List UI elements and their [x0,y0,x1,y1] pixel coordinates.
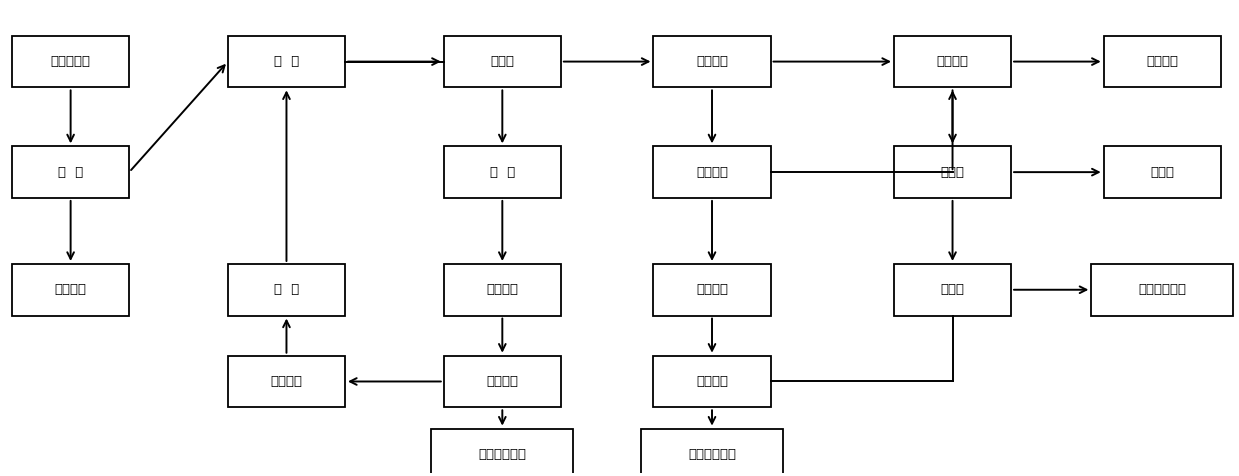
Bar [653,356,771,407]
Text: 去放射性: 去放射性 [696,283,729,296]
Bar [228,356,344,407]
Bar [895,146,1011,198]
Text: 碑分解: 碑分解 [491,55,514,68]
Bar [228,264,344,316]
Text: 独居石精矿: 独居石精矿 [51,55,90,68]
Text: 盐酸全溶: 盐酸全溶 [937,55,969,68]
Text: 蕲发结晶: 蕲发结晶 [270,375,302,388]
Text: 氢氧化酁产品: 氢氧化酁产品 [1139,283,1186,296]
Bar [12,146,129,198]
Text: 除  杂: 除 杂 [489,166,515,178]
Bar [228,36,344,88]
Text: 磨  浸: 磨 浸 [274,55,299,68]
Text: 固液分离: 固液分离 [696,375,729,388]
Text: 酁提取: 酁提取 [940,283,964,296]
Bar [653,264,771,316]
Bar [1104,146,1220,198]
Bar [653,36,771,88]
Text: 铀产品: 铀产品 [1150,166,1175,178]
Text: 蕲发结晶: 蕲发结晶 [487,283,518,296]
Bar [895,36,1011,88]
Text: 氯化稀土产品: 氯化稀土产品 [688,448,736,461]
Bar [444,146,561,198]
Bar [444,264,561,316]
Text: 铀提取: 铀提取 [940,166,964,178]
Bar [1104,36,1220,88]
Text: 固液分离: 固液分离 [487,375,518,388]
Text: 固液分离: 固液分离 [696,166,729,178]
Text: 选出矿物: 选出矿物 [55,283,87,296]
Bar [641,428,783,476]
Bar [444,356,561,407]
Text: 磷酸三鐙产品: 磷酸三鐙产品 [478,448,527,461]
Text: 盐酸优溶: 盐酸优溶 [696,55,729,68]
Text: 选  矿: 选 矿 [58,166,83,178]
Bar [431,428,574,476]
Bar [653,146,771,198]
Text: 除  硅: 除 硅 [274,283,299,296]
Text: 酸不溶渣: 酸不溶渣 [1146,55,1178,68]
Bar [444,36,561,88]
Bar [12,264,129,316]
Bar [12,36,129,88]
Bar [895,264,1011,316]
Bar [1092,264,1233,316]
